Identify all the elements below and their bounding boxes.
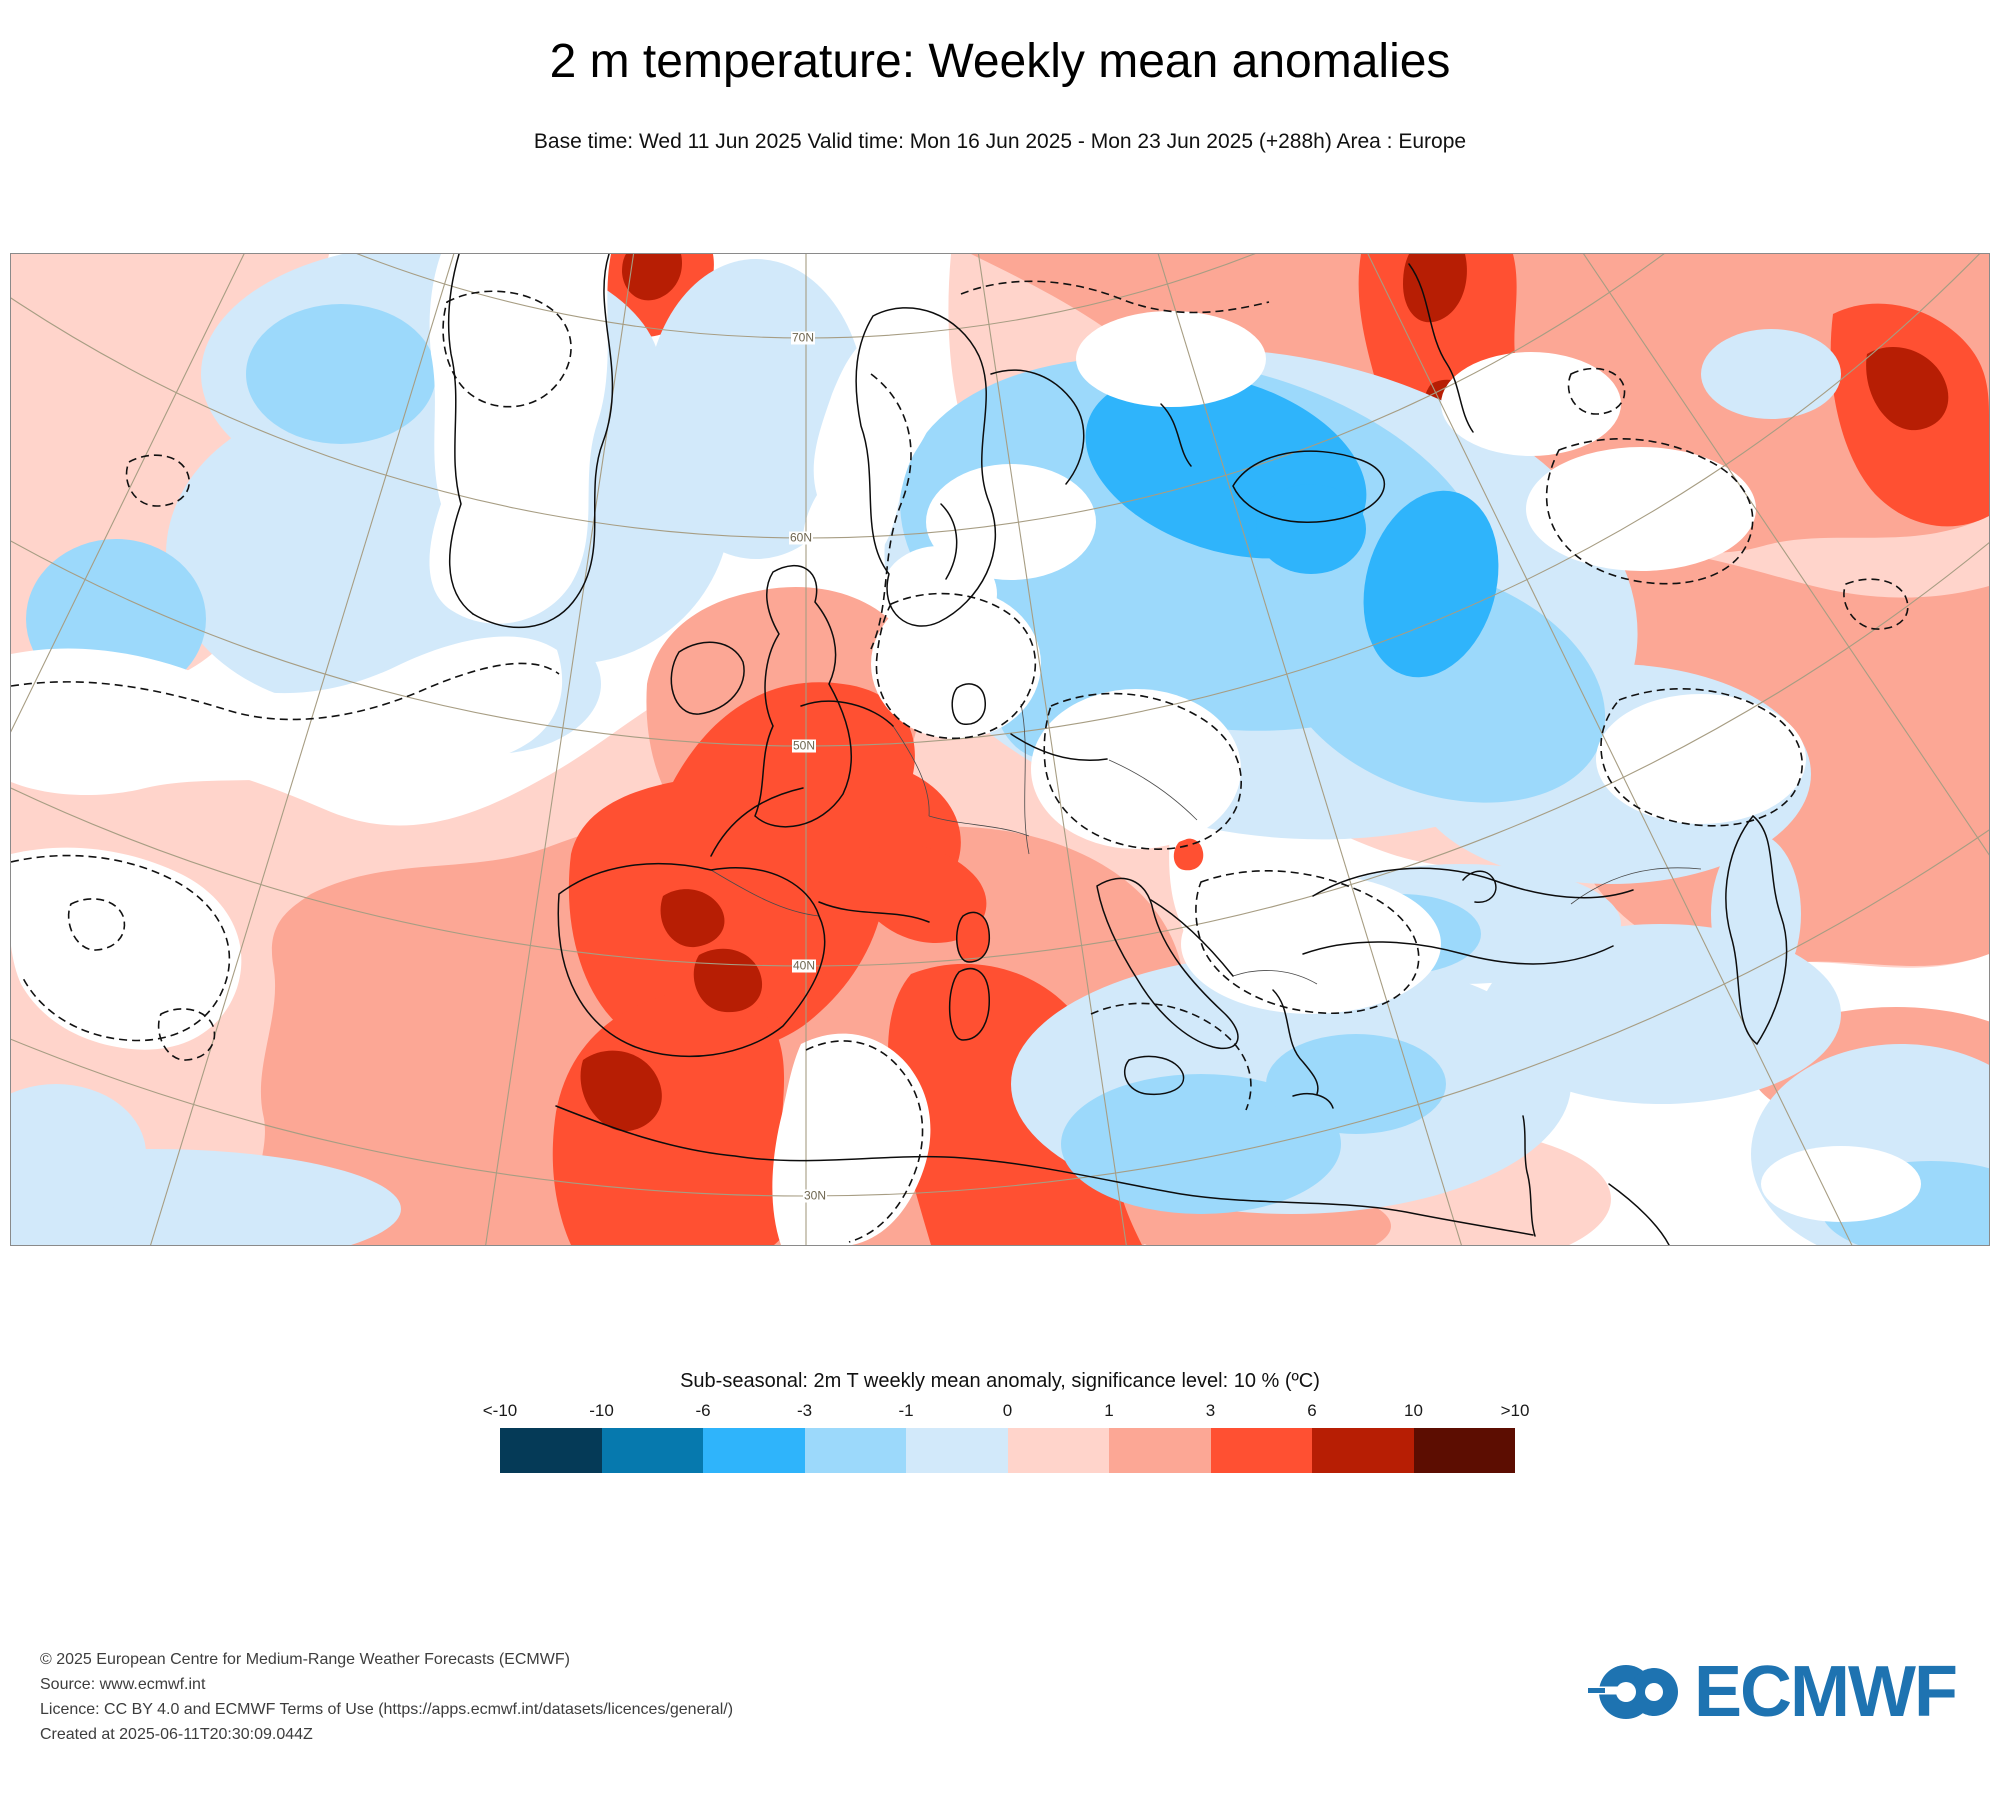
legend-swatch bbox=[601, 1428, 703, 1473]
footer-created: Created at 2025-06-11T20:30:09.044Z bbox=[40, 1726, 313, 1743]
legend-tick-label: -6 bbox=[695, 1401, 711, 1420]
band-m6-m3-layer bbox=[1085, 373, 1499, 678]
footer-licence: Licence: CC BY 4.0 and ECMWF Terms of Us… bbox=[40, 1701, 734, 1718]
legend-tick-label: 1 bbox=[1104, 1401, 1114, 1420]
footer-copyright: © 2025 European Centre for Medium-Range … bbox=[40, 1651, 570, 1668]
legend-swatch bbox=[1210, 1428, 1312, 1473]
nonsignificant-white-layer bbox=[11, 254, 1921, 1245]
legend-title: Sub-seasonal: 2m T weekly mean anomaly, … bbox=[680, 1370, 1320, 1392]
legend-ticks: <-10 -10 -6 -3 -1 0 1 3 6 10 >10 bbox=[483, 1401, 1530, 1421]
legend-tick-label: <-10 bbox=[482, 1401, 518, 1420]
footer: © 2025 European Centre for Medium-Range … bbox=[40, 1647, 733, 1747]
legend-swatch bbox=[1312, 1428, 1414, 1473]
coastlines-layer bbox=[447, 254, 1788, 1245]
borders-layer bbox=[710, 703, 1702, 985]
legend-tick-label: 0 bbox=[1002, 1401, 1013, 1420]
legend-tick-label: -10 bbox=[589, 1401, 614, 1420]
legend-tick-label: 6 bbox=[1307, 1401, 1317, 1420]
graticule-label: 60N bbox=[788, 530, 814, 545]
footer-source: Source: www.ecmwf.int bbox=[40, 1676, 206, 1693]
legend-colorbar bbox=[500, 1428, 1515, 1473]
legend-tick-label: 10 bbox=[1404, 1401, 1423, 1420]
legend-tick-label: -1 bbox=[898, 1401, 914, 1420]
legend-swatch bbox=[1007, 1428, 1109, 1473]
anomaly-map: 70N 60N 50N 40N 30N bbox=[10, 253, 1990, 1246]
legend-swatch bbox=[1109, 1428, 1211, 1473]
legend-swatch bbox=[500, 1428, 602, 1473]
graticule-label: 30N bbox=[802, 1188, 828, 1203]
ecmwf-logo: ECMWF bbox=[1588, 1650, 1968, 1734]
legend-tick-label: >10 bbox=[1500, 1401, 1530, 1420]
legend-tick-label: 3 bbox=[1205, 1401, 1216, 1420]
ecmwf-logo-icon bbox=[1588, 1665, 1678, 1719]
subtitle: Base time: Wed 11 Jun 2025 Valid time: M… bbox=[533, 130, 1467, 153]
graticule-label: 70N bbox=[790, 330, 816, 345]
ecmwf-logo-text: ECMWF bbox=[1694, 1652, 1958, 1732]
map-svg bbox=[11, 254, 1989, 1245]
page-title: 2 m temperature: Weekly mean anomalies bbox=[549, 35, 1451, 88]
legend-swatch bbox=[804, 1428, 906, 1473]
legend-swatch bbox=[906, 1428, 1008, 1473]
legend-tick-label: -3 bbox=[796, 1401, 813, 1420]
graticule-label: 50N bbox=[791, 738, 817, 753]
legend-swatch bbox=[1413, 1428, 1515, 1473]
significance-contours-layer bbox=[11, 280, 1909, 1243]
graticule-label: 40N bbox=[791, 958, 817, 973]
legend-swatch bbox=[703, 1428, 805, 1473]
